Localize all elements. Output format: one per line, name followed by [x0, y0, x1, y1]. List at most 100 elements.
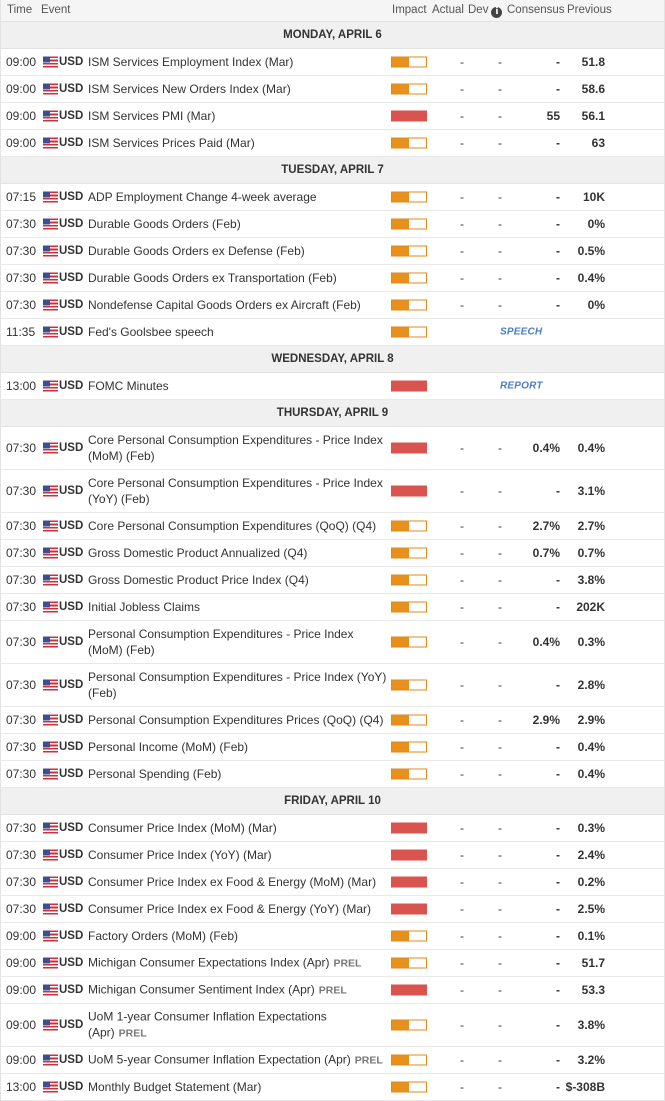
deviation-value: - [498, 546, 502, 560]
previous-value: 2.8% [577, 678, 605, 692]
table-row[interactable]: 07:30 USD Personal Consumption Expenditure… [1, 664, 664, 707]
table-row[interactable]: 07:30 USD Durable Goods Orders ex Defense … [1, 238, 664, 265]
currency-code: USD [59, 56, 84, 68]
event-name[interactable]: Michigan Consumer Sentiment Index (Apr) P… [88, 982, 388, 999]
table-row[interactable]: 07:30 USD Personal Consumption Expenditure… [1, 621, 664, 664]
currency-code: USD [59, 903, 84, 915]
event-name[interactable]: Factory Orders (MoM) (Feb) [88, 928, 388, 944]
header-previous: Previous [567, 4, 612, 16]
us-flag-icon [43, 741, 58, 753]
header-impact: Impact [392, 4, 427, 16]
table-row[interactable]: 07:30 USD Consumer Price Index (YoY) (Mar)… [1, 842, 664, 869]
table-row[interactable]: 07:30 USD Core Personal Consumption Expend… [1, 513, 664, 540]
us-flag-icon [43, 1054, 58, 1066]
event-name[interactable]: Personal Consumption Expenditures - Pric… [88, 669, 388, 701]
event-name[interactable]: Consumer Price Index ex Food & Energy (Y… [88, 901, 388, 917]
event-name[interactable]: ISM Services Employment Index (Mar) [88, 54, 388, 70]
event-time: 13:00 [6, 1080, 37, 1094]
event-name[interactable]: Personal Spending (Feb) [88, 766, 388, 782]
currency-code: USD [59, 984, 84, 996]
table-row[interactable]: 09:00 USD UoM 5-year Consumer Inflation Ex… [1, 1047, 664, 1074]
table-row[interactable]: 09:00 USD ISM Services New Orders Index (M… [1, 76, 664, 103]
event-name[interactable]: Core Personal Consumption Expenditures -… [88, 432, 388, 464]
impact-bar [391, 822, 427, 834]
table-row[interactable]: 07:30 USD Core Personal Consumption Expend… [1, 427, 664, 470]
currency-code: USD [59, 876, 84, 888]
event-name[interactable]: Durable Goods Orders ex Defense (Feb) [88, 243, 388, 259]
event-name[interactable]: Consumer Price Index (MoM) (Mar) [88, 820, 388, 836]
previous-value: 3.8% [577, 573, 605, 587]
event-name[interactable]: Durable Goods Orders ex Transportation (… [88, 270, 388, 286]
previous-value: 63 [591, 136, 605, 150]
event-name[interactable]: Personal Consumption Expenditures Prices… [88, 712, 388, 728]
currency-code: USD [59, 218, 84, 230]
event-name[interactable]: Michigan Consumer Expectations Index (Ap… [88, 955, 388, 972]
event-name[interactable]: ISM Services Prices Paid (Mar) [88, 135, 388, 151]
event-name[interactable]: Core Personal Consumption Expenditures (… [88, 518, 388, 534]
event-time: 09:00 [6, 1018, 37, 1032]
table-row[interactable]: 13:00 USD Monthly Budget Statement (Mar) - -… [1, 1074, 664, 1101]
table-row[interactable]: 07:30 USD Personal Income (MoM) (Feb) - - - 0.… [1, 734, 664, 761]
event-name[interactable]: Initial Jobless Claims [88, 599, 388, 615]
event-name[interactable]: Gross Domestic Product Price Index (Q4) [88, 572, 388, 588]
event-name[interactable]: UoM 5-year Consumer Inflation Expectatio… [88, 1052, 388, 1069]
table-row[interactable]: 09:00 USD ISM Services Prices Paid (Mar) - -… [1, 130, 664, 157]
event-name[interactable]: Consumer Price Index (YoY) (Mar) [88, 847, 388, 863]
prel-badge: PREL [354, 1054, 383, 1067]
table-row[interactable]: 13:00 USD FOMC Minutes REPORT [1, 373, 664, 400]
event-name[interactable]: Durable Goods Orders (Feb) [88, 216, 388, 232]
event-name[interactable]: Consumer Price Index ex Food & Energy (M… [88, 874, 388, 890]
event-name[interactable]: ISM Services PMI (Mar) [88, 108, 388, 124]
event-name-text: Factory Orders (MoM) (Feb) [88, 929, 239, 943]
event-name[interactable]: ISM Services New Orders Index (Mar) [88, 81, 388, 97]
day-header: MONDAY, APRIL 6 [1, 22, 664, 49]
previous-value: 0.3% [577, 635, 605, 649]
event-name[interactable]: Core Personal Consumption Expenditures -… [88, 475, 388, 507]
event-name[interactable]: UoM 1-year Consumer Inflation Expectatio… [88, 1009, 388, 1042]
table-row[interactable]: 07:30 USD Gross Domestic Product Annualize… [1, 540, 664, 567]
table-row[interactable]: 07:30 USD Nondefense Capital Goods Orders … [1, 292, 664, 319]
table-row[interactable]: 07:30 USD Consumer Price Index ex Food & E… [1, 869, 664, 896]
table-row[interactable]: 07:30 USD Personal Consumption Expenditure… [1, 707, 664, 734]
table-row[interactable]: 07:30 USD Initial Jobless Claims - - - 202K [1, 594, 664, 621]
event-name[interactable]: Monthly Budget Statement (Mar) [88, 1079, 388, 1095]
event-name[interactable]: FOMC Minutes [88, 378, 388, 394]
event-name[interactable]: Personal Income (MoM) (Feb) [88, 739, 388, 755]
table-row[interactable]: 07:30 USD Consumer Price Index ex Food & E… [1, 896, 664, 923]
table-row[interactable]: 09:00 USD Michigan Consumer Sentiment Inde… [1, 977, 664, 1004]
actual-value: - [460, 1080, 464, 1094]
impact-bar [391, 520, 427, 532]
event-name[interactable]: ADP Employment Change 4-week average [88, 189, 388, 205]
currency-code: USD [59, 191, 84, 203]
table-row[interactable]: 07:30 USD Personal Spending (Feb) - - - 0.4% [1, 761, 664, 788]
previous-value: 0% [587, 298, 605, 312]
consensus-value: - [556, 1080, 560, 1094]
table-row[interactable]: 07:30 USD Gross Domestic Product Price Ind… [1, 567, 664, 594]
event-name[interactable]: Nondefense Capital Goods Orders ex Aircr… [88, 297, 388, 313]
actual-value: - [460, 740, 464, 754]
consensus-value: - [556, 821, 560, 835]
table-row[interactable]: 09:00 USD Michigan Consumer Expectations I… [1, 950, 664, 977]
table-row[interactable]: 09:00 USD ISM Services PMI (Mar) - - 55 56.1 [1, 103, 664, 130]
table-row[interactable]: 09:00 USD UoM 1-year Consumer Inflation Ex… [1, 1004, 664, 1047]
table-row[interactable]: 07:30 USD Core Personal Consumption Expend… [1, 470, 664, 513]
table-row[interactable]: 09:00 USD ISM Services Employment Index (M… [1, 49, 664, 76]
table-row[interactable]: 07:30 USD Durable Goods Orders (Feb) - - - 0% [1, 211, 664, 238]
consensus-value: - [556, 82, 560, 96]
deviation-value: - [498, 635, 502, 649]
table-row[interactable]: 07:30 USD Durable Goods Orders ex Transpor… [1, 265, 664, 292]
table-row[interactable]: 07:15 USD ADP Employment Change 4-week ave… [1, 184, 664, 211]
event-name-text: Michigan Consumer Expectations Index (Ap… [88, 955, 330, 970]
event-time: 09:00 [6, 55, 37, 69]
table-row[interactable]: 07:30 USD Consumer Price Index (MoM) (Mar)… [1, 815, 664, 842]
table-row[interactable]: 11:35 USD Fed's Goolsbee speech SPEECH [1, 319, 664, 346]
table-row[interactable]: 09:00 USD Factory Orders (MoM) (Feb) - - - 0.1… [1, 923, 664, 950]
event-name[interactable]: Gross Domestic Product Annualized (Q4) [88, 545, 388, 561]
info-icon[interactable]: i [491, 7, 503, 18]
previous-value: 56.1 [581, 109, 605, 123]
consensus-value: - [556, 1018, 560, 1032]
event-name[interactable]: Fed's Goolsbee speech [88, 324, 388, 340]
event-name[interactable]: Personal Consumption Expenditures - Pric… [88, 626, 388, 658]
deviation-value: - [498, 441, 502, 455]
event-time: 07:30 [6, 848, 37, 862]
